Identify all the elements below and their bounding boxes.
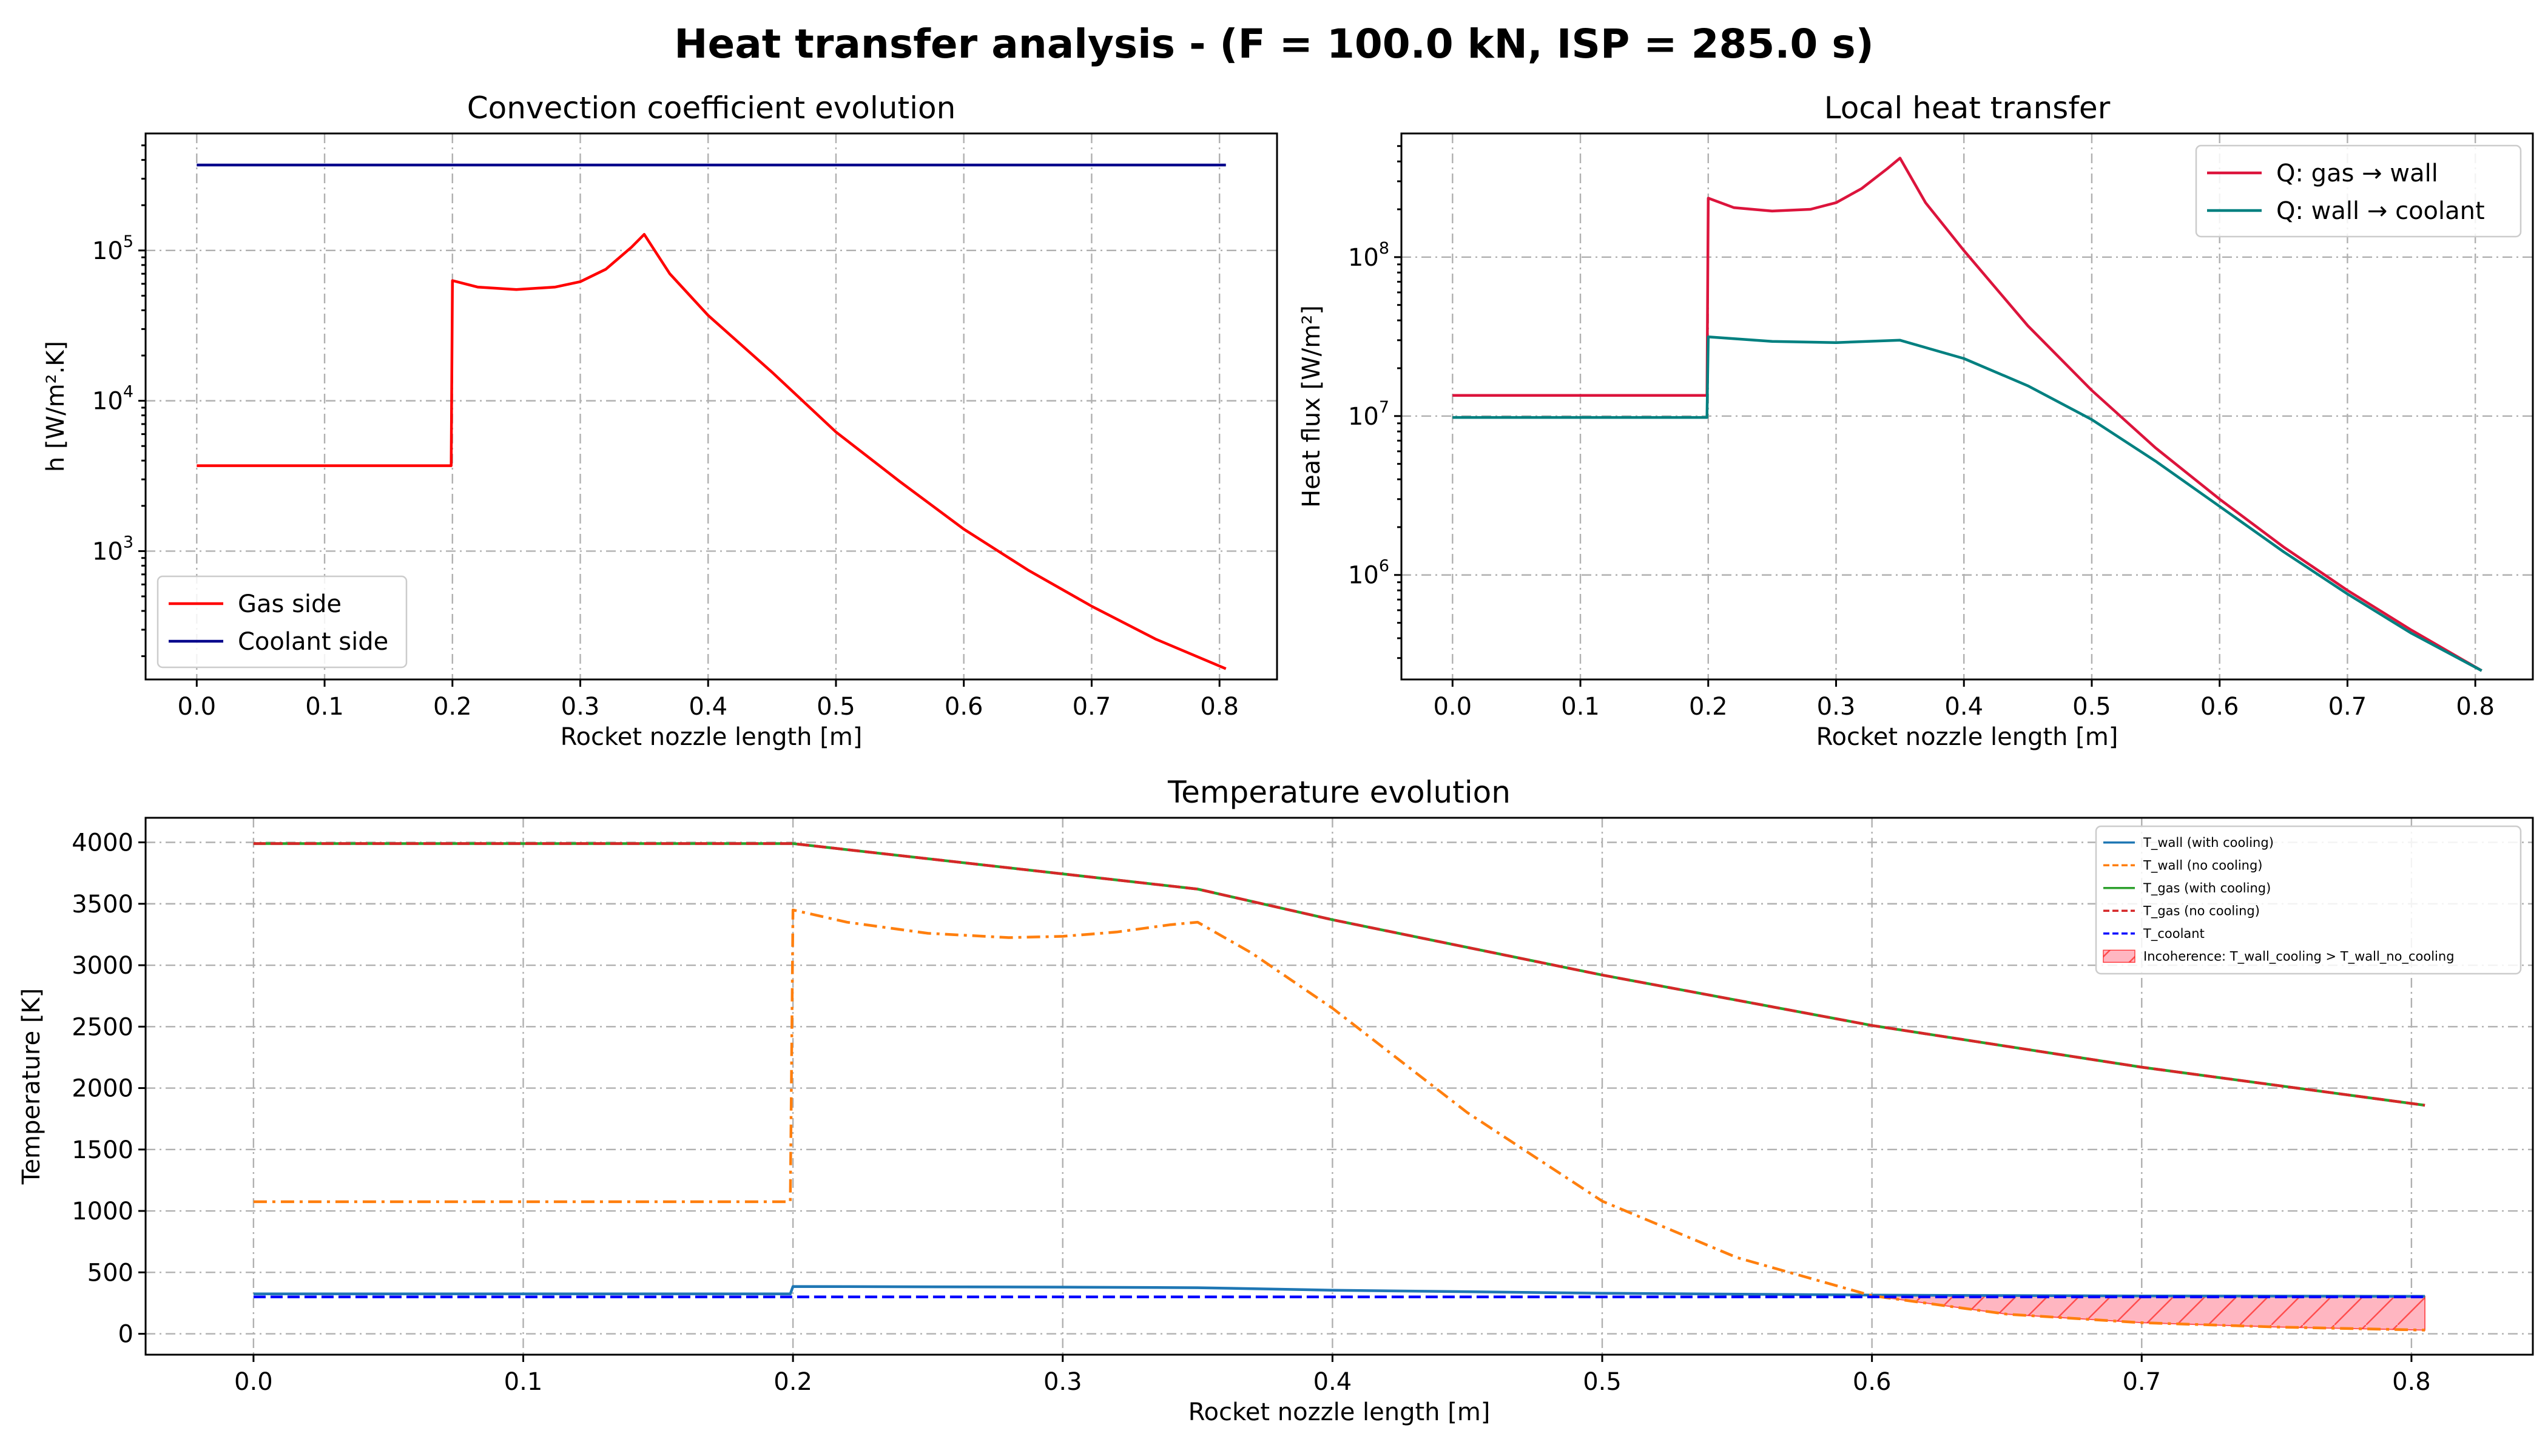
y-tick-label: 0 (118, 1321, 133, 1349)
axes-frame (144, 132, 1278, 681)
legend: Q: gas → wall Q: wall → coolant (2195, 144, 2522, 238)
legend: T_wall (with cooling) T_wall (no cooling)… (2095, 825, 2522, 975)
y-tick-label: 4000 (72, 829, 133, 857)
axes-frame (144, 817, 2534, 1356)
x-axis-label: Rocket nozzle length [m] (561, 723, 863, 751)
series-line-gas-side (197, 233, 1227, 670)
y-tick-label-exponent: 5 (123, 232, 133, 251)
incoherence-fill-area (1871, 1294, 2426, 1331)
chart-convection: Convection coefficient evolution 0.0 0.1 0.… (42, 90, 1278, 751)
x-tick-label: 0.2 (774, 1368, 812, 1396)
x-tick-label: 0.5 (2072, 693, 2111, 721)
x-tick-label: 0.3 (1043, 1368, 1082, 1396)
x-tick-label: 0.2 (433, 693, 472, 721)
y-tick-label-exponent: 6 (1379, 557, 1389, 576)
x-tick-label: 0.0 (234, 1368, 273, 1396)
chart-temperature: Temperature evolution 0.0 0.1 0.2 0.3 0.4 0.5 0… (18, 775, 2534, 1426)
x-tick-label: 0.5 (817, 693, 855, 721)
legend-frame (157, 575, 408, 669)
y-tick-label-exponent: 7 (1379, 398, 1389, 417)
y-tick-label: 107 (1348, 398, 1389, 431)
legend-entry-label: Gas side (238, 590, 342, 618)
y-tick-label: 2500 (72, 1013, 133, 1041)
y-tick-label-base: 10 (1348, 562, 1379, 590)
chart-title: Temperature evolution (1167, 775, 1511, 810)
axes-frame (1400, 132, 2534, 681)
y-tick-label: 1000 (72, 1198, 133, 1225)
x-tick-label: 0.0 (1433, 693, 1472, 721)
y-tick-label: 104 (92, 383, 133, 416)
x-tick-label: 0.6 (1853, 1368, 1892, 1396)
x-tick-label: 0.4 (689, 693, 727, 721)
x-tick-label: 0.1 (1561, 693, 1600, 721)
y-tick-label: 108 (1348, 239, 1389, 272)
x-tick-label: 0.8 (2456, 693, 2495, 721)
x-tick-label: 0.2 (1689, 693, 1728, 721)
y-tick-label: 3500 (72, 891, 133, 918)
legend-entry-label: T_gas (with cooling) (2143, 881, 2271, 896)
chart-title: Convection coefficient evolution (467, 90, 956, 126)
y-tick-label: 105 (92, 232, 133, 265)
y-tick-label-exponent: 4 (123, 383, 133, 402)
y-axis-label: Temperature [K] (18, 988, 46, 1185)
figure-suptitle: Heat transfer analysis - (F = 100.0 kN, … (674, 21, 1874, 67)
legend-entry-label: Q: gas → wall (2276, 160, 2438, 187)
x-tick-label: 0.8 (2392, 1368, 2431, 1396)
y-axis-label: Heat flux [W/m²] (1298, 305, 1326, 508)
x-tick-label: 0.5 (1583, 1368, 1622, 1396)
x-tick-label: 0.8 (1200, 693, 1239, 721)
y-tick-label: 1500 (72, 1136, 133, 1164)
x-axis-label: Rocket nozzle length [m] (1816, 723, 2118, 751)
legend-entry-label: T_coolant (2143, 926, 2205, 942)
series-line-q-wall-coolant (1452, 335, 2482, 672)
y-tick-label-base: 10 (92, 538, 123, 565)
x-tick-label: 0.4 (1944, 693, 1983, 721)
x-tick-label: 0.1 (504, 1368, 543, 1396)
legend: Gas side Coolant side (157, 575, 408, 669)
x-axis-label: Rocket nozzle length [m] (1188, 1398, 1491, 1426)
legend-frame (2095, 825, 2522, 975)
y-tick-label: 3000 (72, 952, 133, 980)
legend-entry-label: Q: wall → coolant (2276, 197, 2485, 225)
legend-entry-label: Coolant side (238, 628, 388, 656)
x-tick-label: 0.6 (2200, 693, 2239, 721)
series-line-t-gas-no-cooling (253, 842, 2425, 1107)
series-line-t-wall-with-cooling (253, 1285, 2425, 1298)
y-tick-label-exponent: 8 (1379, 239, 1389, 258)
x-tick-label: 0.7 (2122, 1368, 2161, 1396)
y-tick-label: 103 (92, 533, 133, 565)
chart-heat-flux: Local heat transfer 0.0 0.1 0.2 0.3 0.4 0.5 0.6… (1298, 90, 2534, 751)
y-tick-label-base: 10 (1348, 403, 1379, 431)
y-tick-label: 106 (1348, 557, 1389, 590)
x-tick-label: 0.1 (305, 693, 344, 721)
legend-swatch-fill (2103, 949, 2135, 963)
legend-entry-label: T_wall (with cooling) (2143, 835, 2274, 851)
legend-entry-label: Incoherence: T_wall_cooling > T_wall_no_… (2143, 949, 2455, 964)
x-tick-label: 0.6 (945, 693, 983, 721)
legend-entry-label: T_wall (no cooling) (2143, 858, 2263, 873)
y-tick-label-base: 10 (92, 237, 123, 265)
chart-title: Local heat transfer (1824, 90, 2111, 126)
x-tick-label: 0.3 (1817, 693, 1856, 721)
series-line-q-gas-wall (1452, 157, 2482, 672)
x-tick-label: 0.7 (2328, 693, 2367, 721)
series-line-t-wall-no-cooling (253, 908, 2425, 1332)
y-axis-label: h [W/m².K] (42, 341, 70, 472)
y-tick-label: 2000 (72, 1075, 133, 1103)
y-tick-label-exponent: 3 (123, 533, 133, 551)
x-tick-label: 0.4 (1313, 1368, 1352, 1396)
legend-entry-label: T_gas (no cooling) (2143, 903, 2260, 918)
y-tick-label-base: 10 (1348, 244, 1379, 272)
x-tick-label: 0.7 (1073, 693, 1111, 721)
legend-frame (2195, 144, 2522, 238)
y-tick-label: 500 (87, 1259, 133, 1287)
x-tick-label: 0.3 (561, 693, 600, 721)
y-tick-label-base: 10 (92, 388, 123, 416)
x-tick-label: 0.0 (177, 693, 216, 721)
